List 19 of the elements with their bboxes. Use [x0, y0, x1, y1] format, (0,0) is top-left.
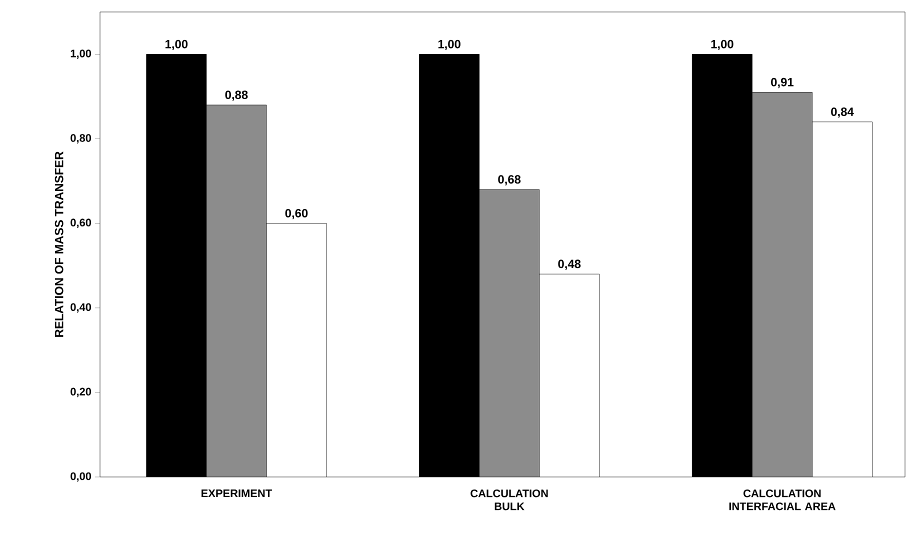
x-tick-label: CALCULATION INTERFACIAL AREA: [729, 490, 836, 510]
y-axis-title: RELATION OF MASS TRANSFER: [54, 152, 64, 337]
data-label: 0,68: [498, 175, 521, 186]
y-tick-label: 0,20: [70, 388, 92, 398]
y-tick-label: 1,00: [70, 50, 92, 59]
data-label: 0,91: [771, 78, 794, 88]
data-label: 1,00: [166, 40, 188, 50]
x-tick-label: EXPERIMENT: [202, 490, 272, 498]
y-tick-label: 0,00: [70, 472, 92, 482]
data-label: 1,00: [711, 40, 734, 50]
data-label: 0,60: [285, 208, 308, 220]
x-tick-label: CALCULATION BULK: [470, 490, 548, 510]
data-label: 0,48: [558, 260, 581, 270]
y-tick-label: 0,40: [70, 303, 92, 313]
data-label: 0,88: [225, 90, 248, 101]
data-label: 1,00: [438, 40, 460, 50]
y-tick-label: 0,60: [70, 218, 92, 228]
data-label: 0,84: [831, 108, 854, 118]
y-tick-label: 0,80: [70, 134, 92, 144]
